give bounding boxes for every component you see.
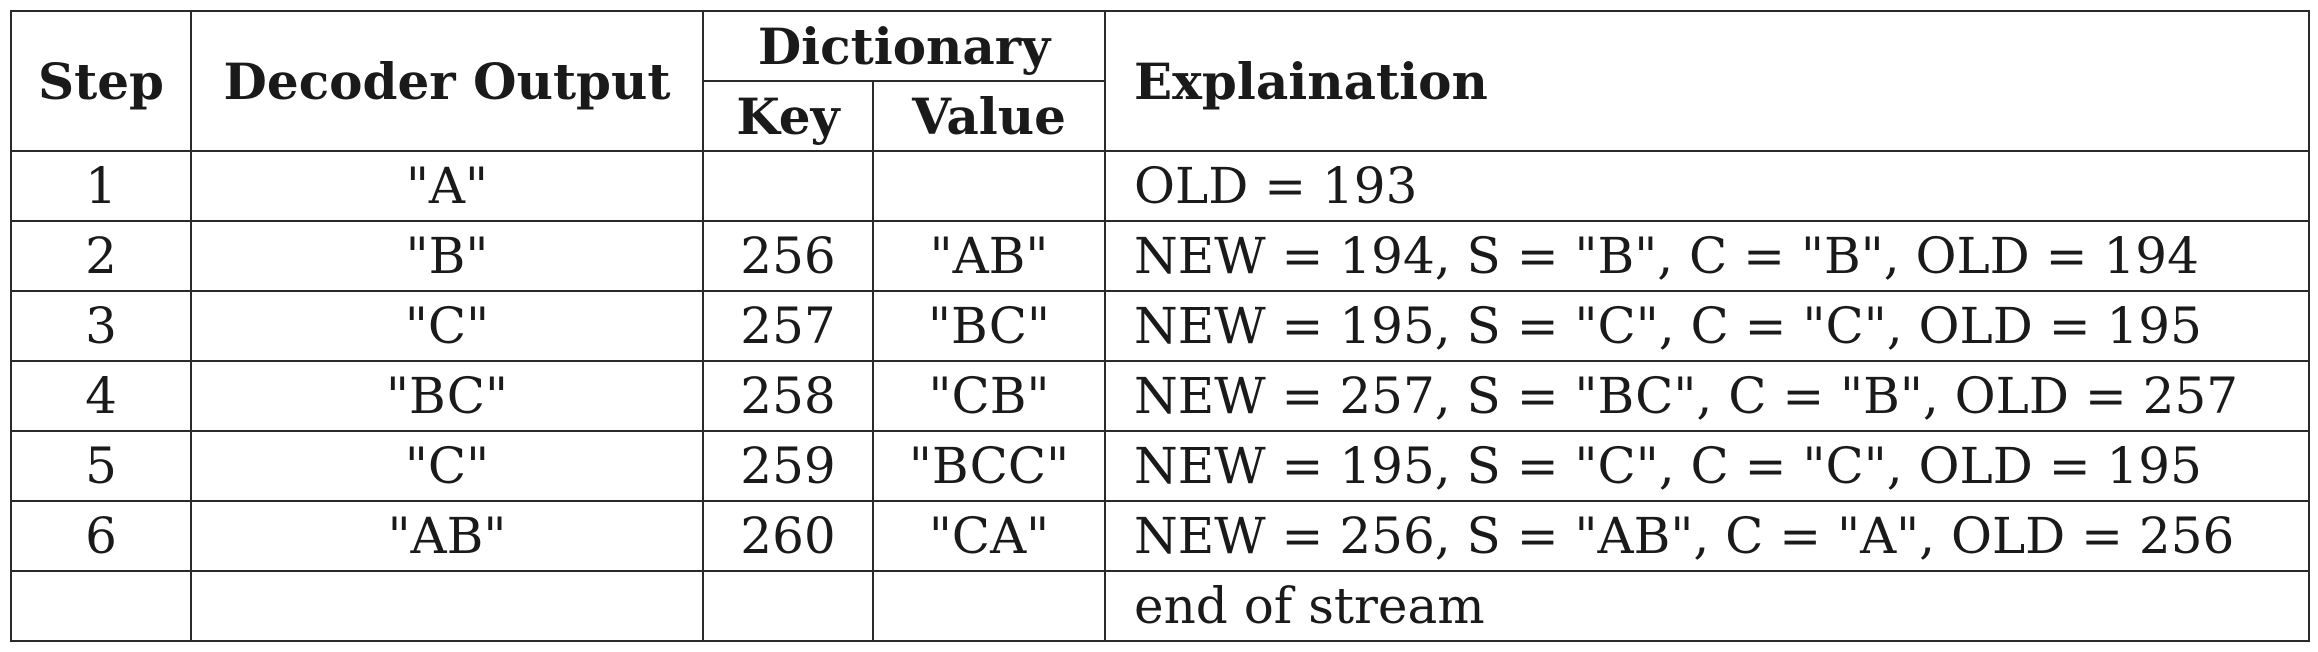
cell-key: 256 bbox=[702, 220, 874, 292]
cell-output: "A" bbox=[190, 150, 704, 222]
cell-explanation: NEW = 195, S = "C", C = "C", OLD = 195 bbox=[1104, 430, 2311, 502]
cell-output bbox=[190, 570, 704, 642]
header-value: Value bbox=[871, 80, 1107, 152]
table-row: 6 "AB" 260 "CA" NEW = 256, S = "AB", C =… bbox=[10, 500, 2311, 572]
cell-output: "C" bbox=[190, 430, 704, 502]
cell-step: 4 bbox=[10, 360, 192, 432]
header-key: Key bbox=[702, 80, 874, 152]
cell-explanation: NEW = 257, S = "BC", C = "B", OLD = 257 bbox=[1104, 360, 2311, 432]
table-row: 1 "A" OLD = 193 bbox=[10, 150, 2311, 222]
cell-output: "BC" bbox=[190, 360, 704, 432]
cell-key: 259 bbox=[702, 430, 874, 502]
cell-output: "AB" bbox=[190, 500, 704, 572]
cell-step: 6 bbox=[10, 500, 192, 572]
table-row: 3 "C" 257 "BC" NEW = 195, S = "C", C = "… bbox=[10, 290, 2311, 362]
cell-value bbox=[871, 150, 1107, 222]
header-step: Step bbox=[10, 10, 192, 152]
header-dictionary: Dictionary bbox=[701, 10, 1107, 82]
cell-explanation: NEW = 194, S = "B", C = "B", OLD = 194 bbox=[1104, 220, 2311, 292]
cell-key bbox=[702, 150, 874, 222]
table-row: 2 "B" 256 "AB" NEW = 194, S = "B", C = "… bbox=[10, 220, 2311, 292]
cell-value: "BCC" bbox=[871, 430, 1107, 502]
table-row: 5 "C" 259 "BCC" NEW = 195, S = "C", C = … bbox=[10, 430, 2311, 502]
cell-step bbox=[10, 570, 192, 642]
table-row: end of stream bbox=[10, 570, 2311, 642]
cell-explanation: OLD = 193 bbox=[1104, 150, 2311, 222]
cell-explanation: end of stream bbox=[1104, 570, 2311, 642]
cell-value: "BC" bbox=[871, 290, 1107, 362]
cell-output: "C" bbox=[190, 290, 704, 362]
cell-value: "CA" bbox=[871, 500, 1107, 572]
cell-value: "AB" bbox=[871, 220, 1107, 292]
cell-step: 5 bbox=[10, 430, 192, 502]
cell-explanation: NEW = 256, S = "AB", C = "A", OLD = 256 bbox=[1104, 500, 2311, 572]
cell-step: 3 bbox=[10, 290, 192, 362]
cell-value bbox=[871, 570, 1107, 642]
lzw-decoding-table: Step Decoder Output Dictionary Explainat… bbox=[10, 10, 2311, 642]
cell-key: 258 bbox=[702, 360, 874, 432]
cell-output: "B" bbox=[190, 220, 704, 292]
cell-step: 1 bbox=[10, 150, 192, 222]
cell-step: 2 bbox=[10, 220, 192, 292]
header-explanation: Explaination bbox=[1104, 10, 2311, 152]
cell-key bbox=[702, 570, 874, 642]
table-row: 4 "BC" 258 "CB" NEW = 257, S = "BC", C =… bbox=[10, 360, 2311, 432]
header-decoder-output: Decoder Output bbox=[190, 10, 704, 152]
cell-key: 260 bbox=[702, 500, 874, 572]
cell-key: 257 bbox=[702, 290, 874, 362]
cell-explanation: NEW = 195, S = "C", C = "C", OLD = 195 bbox=[1104, 290, 2311, 362]
cell-value: "CB" bbox=[871, 360, 1107, 432]
